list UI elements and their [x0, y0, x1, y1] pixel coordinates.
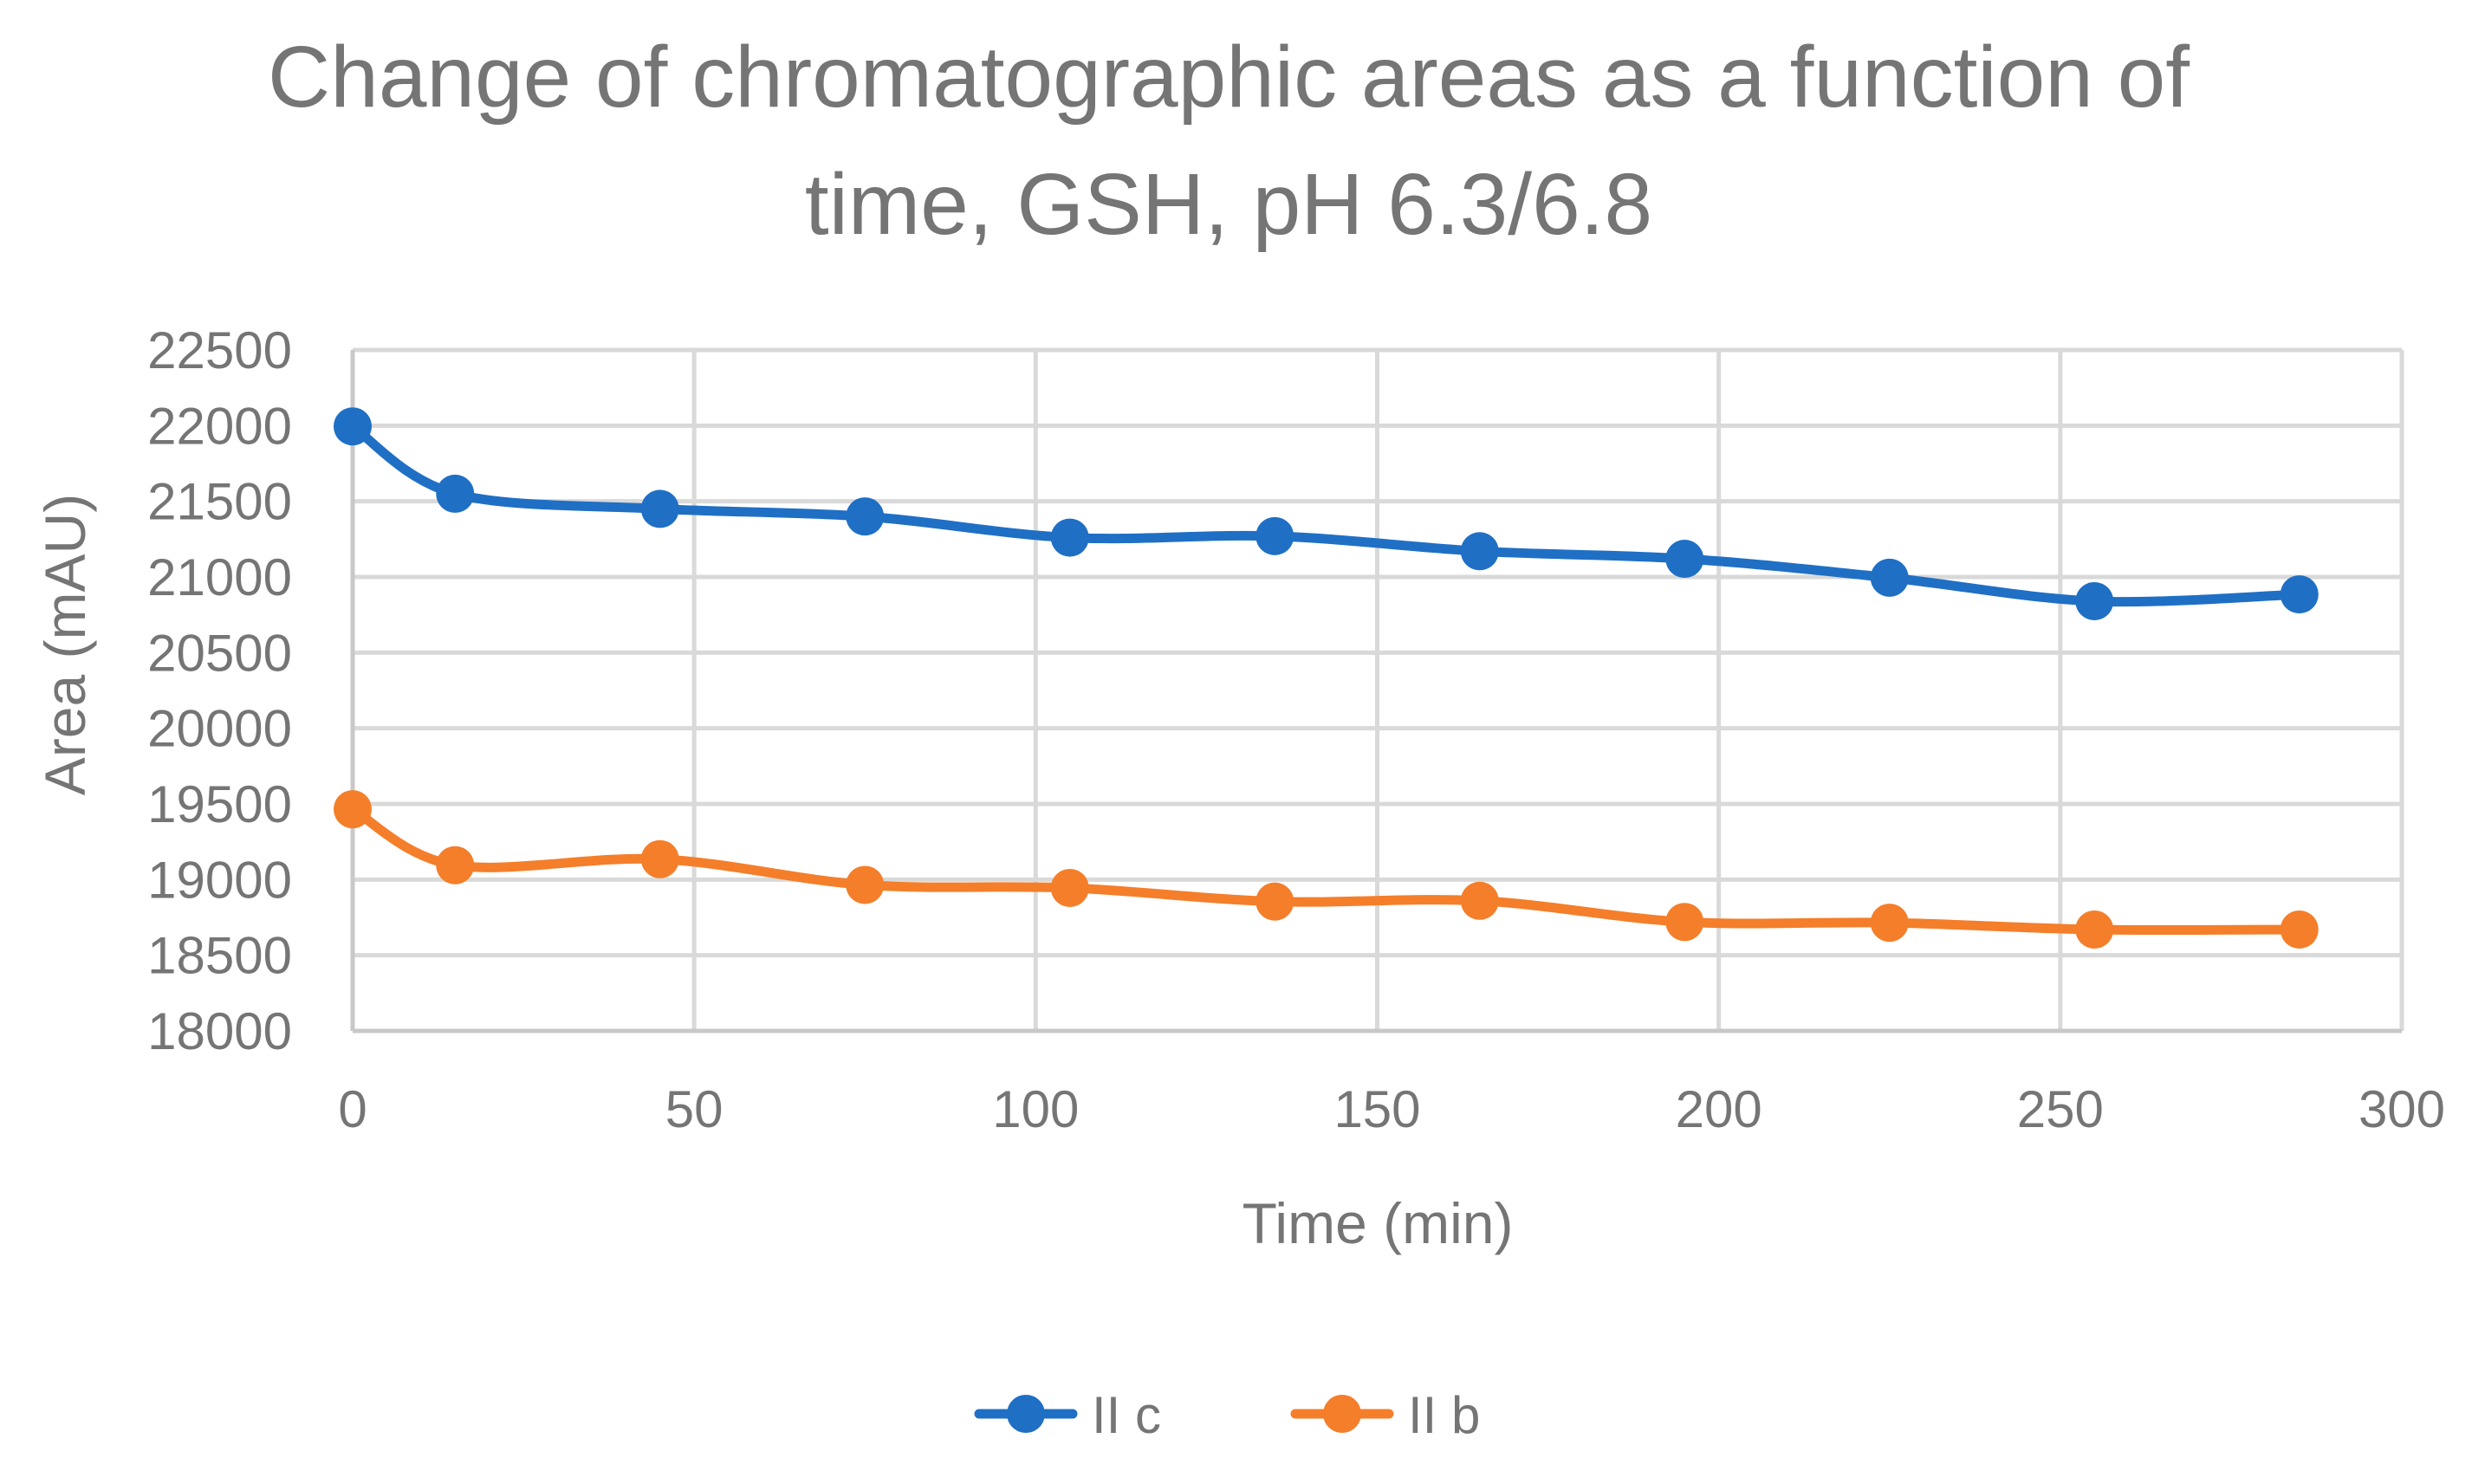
series-ii-b: [334, 790, 2319, 949]
data-point-ii-c: [2075, 581, 2114, 620]
chart-title-line-1: Change of chromatographic areas as a fun…: [268, 29, 2190, 126]
data-point-ii-b: [1255, 882, 1294, 921]
y-tick-label: 18500: [147, 927, 292, 985]
series-ii-c: [334, 407, 2319, 620]
y-tick-label: 22500: [147, 321, 292, 379]
data-point-ii-c: [2280, 575, 2319, 614]
legend-label: II c: [1092, 1386, 1161, 1444]
tick-labels: 18000 18500 19000 19500 20000 20500 21000 21500…: [147, 321, 2445, 1138]
legend-label: II b: [1408, 1386, 1480, 1444]
x-axis-title: Time (min): [1242, 1191, 1514, 1255]
data-point-ii-b: [846, 865, 885, 904]
legend-item-ii-c: II c: [974, 1386, 1161, 1444]
legend-item-ii-b: II b: [1290, 1386, 1480, 1444]
data-point-ii-c: [334, 407, 372, 446]
data-point-ii-c: [1255, 516, 1294, 555]
y-axis-title: Area (mAU): [33, 494, 97, 795]
data-point-ii-b: [2075, 910, 2114, 949]
x-tick-label: 100: [992, 1080, 1079, 1138]
x-tick-label: 200: [1676, 1080, 1762, 1138]
x-tick-label: 150: [1333, 1080, 1420, 1138]
data-point-ii-c: [1870, 558, 1909, 597]
y-tick-label: 19000: [147, 851, 292, 909]
data-point-ii-b: [2280, 910, 2319, 949]
y-tick-label: 22000: [147, 397, 292, 455]
x-tick-label: 0: [338, 1080, 367, 1138]
y-tick-label: 21500: [147, 473, 292, 531]
data-point-ii-c: [436, 474, 475, 513]
x-tick-label: 300: [2358, 1080, 2445, 1138]
data-point-ii-b: [1870, 904, 1909, 943]
data-point-ii-b: [1665, 903, 1704, 942]
data-point-ii-b: [436, 846, 475, 885]
x-tick-label: 50: [665, 1080, 723, 1138]
data-point-ii-b: [334, 790, 372, 829]
data-point-ii-c: [1665, 540, 1704, 579]
legend: II c II b: [974, 1386, 1480, 1444]
x-tick-label: 250: [2017, 1080, 2104, 1138]
y-tick-label: 20000: [147, 700, 292, 758]
data-series: [334, 407, 2319, 949]
data-point-ii-c: [846, 497, 885, 536]
data-point-ii-b: [640, 839, 679, 878]
grid-lines: [353, 347, 2404, 1031]
data-point-ii-c: [1460, 532, 1499, 571]
y-tick-label: 21000: [147, 548, 292, 606]
data-point-ii-b: [1050, 868, 1089, 907]
axes: [350, 350, 2402, 1034]
legend-marker: [1007, 1395, 1045, 1433]
y-tick-label: 19500: [147, 775, 292, 833]
legend-marker: [1323, 1395, 1361, 1433]
y-tick-label: 20500: [147, 624, 292, 682]
data-point-ii-c: [1050, 518, 1089, 557]
data-point-ii-c: [640, 489, 679, 528]
y-tick-label: 18000: [147, 1002, 292, 1060]
chart-title-line-2: time, GSH, pH 6.3/6.8: [805, 156, 1652, 253]
data-point-ii-b: [1460, 881, 1499, 920]
